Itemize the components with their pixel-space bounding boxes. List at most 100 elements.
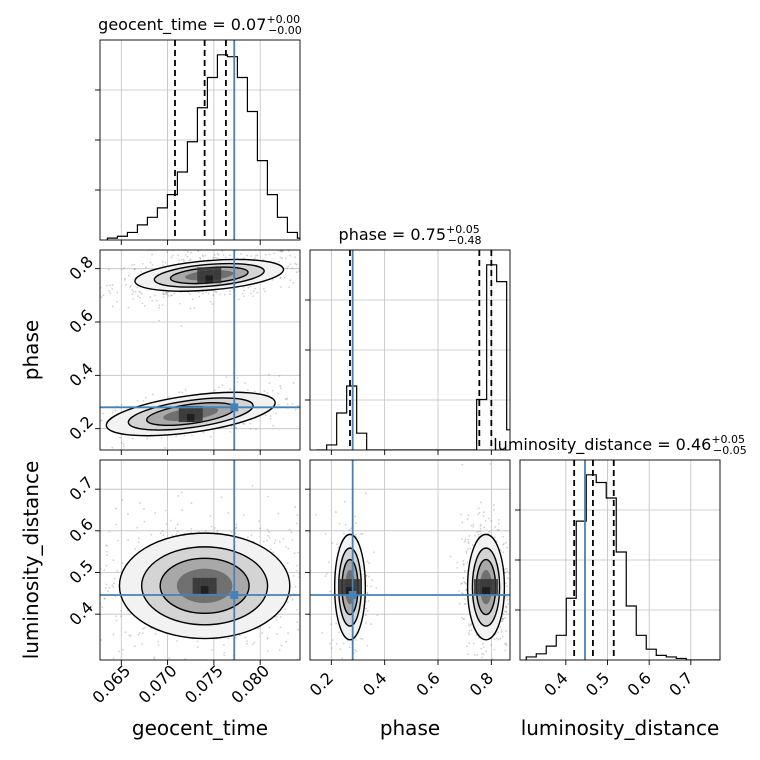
y-tick-label: 0.4 — [66, 359, 97, 390]
sample-point — [328, 600, 330, 602]
sample-point — [139, 502, 141, 504]
sample-point — [311, 383, 313, 385]
sample-point — [108, 530, 111, 533]
sample-point — [343, 265, 345, 267]
sample-point — [175, 435, 178, 438]
sample-point — [287, 547, 290, 550]
sample-point — [158, 319, 161, 322]
sample-point — [339, 690, 341, 692]
sample-point — [308, 244, 310, 246]
panels-layer — [39, 39, 721, 692]
sample-point — [249, 285, 252, 287]
sample-point — [240, 253, 242, 255]
sample-point — [74, 412, 76, 414]
sample-point — [456, 561, 459, 564]
sample-point — [286, 403, 289, 406]
sample-point — [321, 387, 323, 389]
sample-point — [184, 253, 187, 256]
sample-point — [133, 645, 136, 648]
sample-point — [186, 255, 189, 258]
sample-point — [242, 257, 245, 260]
sample-point — [331, 639, 334, 641]
density-core-cell — [194, 414, 203, 422]
sample-point — [296, 569, 299, 572]
truth-marker — [348, 591, 357, 599]
sample-point — [313, 380, 315, 382]
sample-point — [174, 527, 177, 530]
sample-point — [60, 530, 62, 532]
sample-point — [155, 299, 158, 302]
sample-point — [368, 562, 371, 565]
sample-point — [252, 295, 255, 298]
sample-point — [335, 511, 337, 513]
sample-point — [111, 446, 114, 449]
sample-point — [330, 647, 333, 650]
sample-point — [322, 391, 324, 393]
sample-point — [291, 267, 294, 270]
sample-point — [512, 674, 514, 676]
sample-point — [464, 598, 467, 600]
sample-point — [341, 286, 343, 288]
sample-point — [499, 626, 502, 628]
sample-point — [366, 644, 369, 647]
sample-point — [463, 581, 466, 583]
sample-point — [114, 409, 117, 412]
sample-point — [500, 620, 503, 623]
sample-point — [484, 519, 487, 522]
sample-point — [325, 256, 327, 258]
sample-point — [109, 292, 112, 294]
sample-point — [193, 307, 196, 310]
sample-point — [318, 269, 320, 271]
sample-point — [142, 627, 145, 630]
panel-title: phase = 0.75+0.05 −0.48 — [339, 223, 482, 247]
sample-point — [266, 637, 269, 640]
sample-point — [131, 264, 134, 266]
density-core-cell — [186, 414, 195, 422]
y-tick-label: 0.8 — [66, 252, 97, 283]
sample-point — [294, 408, 297, 411]
sample-point — [146, 437, 148, 440]
sample-point — [478, 512, 481, 514]
sample-point — [466, 561, 469, 564]
sample-point — [505, 642, 508, 645]
sample-point — [344, 523, 347, 526]
sample-point — [348, 646, 351, 648]
sample-point — [291, 402, 294, 405]
sample-point — [176, 523, 179, 526]
sample-point — [464, 581, 466, 584]
sample-point — [169, 294, 172, 297]
sample-point — [348, 528, 351, 531]
sample-point — [273, 542, 276, 544]
sample-point — [190, 502, 193, 505]
sample-point — [367, 575, 370, 578]
sample-point — [132, 290, 135, 293]
sample-point — [184, 668, 186, 670]
sample-point — [466, 645, 468, 648]
sample-point — [343, 679, 345, 681]
sample-point — [70, 440, 72, 442]
sample-point — [219, 293, 222, 296]
sample-point — [61, 583, 63, 585]
sample-point — [39, 276, 41, 278]
sample-point — [364, 492, 367, 495]
sample-point — [97, 402, 99, 404]
sample-point — [366, 610, 369, 612]
sample-point — [279, 385, 282, 387]
sample-point — [495, 637, 498, 640]
sample-point — [123, 267, 126, 269]
sample-point — [478, 530, 480, 533]
sample-point — [323, 618, 325, 620]
sample-point — [463, 540, 466, 543]
sample-point — [68, 522, 70, 524]
sample-point — [93, 627, 95, 629]
sample-point — [449, 555, 452, 558]
sample-point — [104, 597, 106, 600]
sample-point — [279, 277, 282, 279]
sample-point — [266, 392, 269, 394]
sample-point — [140, 270, 143, 273]
sample-point — [210, 525, 213, 528]
sample-point — [365, 574, 368, 577]
sample-point — [223, 293, 226, 296]
sample-point — [178, 259, 181, 261]
sample-point — [112, 559, 115, 562]
